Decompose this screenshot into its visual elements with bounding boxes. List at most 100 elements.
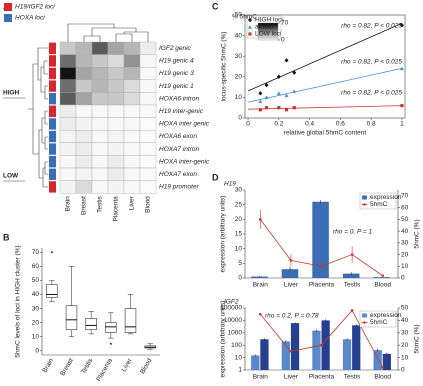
axis-line [41,248,160,356]
heatmap-cell [59,66,77,80]
y-tick-label: 5 [238,260,242,267]
heatmap-cell [59,129,77,143]
legend-label: HOXA loci [15,15,45,22]
heatmap-cell [59,142,77,156]
row-label: HOXA6 exon [159,133,197,140]
heatmap-cell [139,155,157,169]
heatmap-cell [107,129,125,143]
x-tick-label: Testis [80,357,95,376]
x-tick-label: Brain [253,374,269,381]
point [258,108,262,112]
y-tick-label: 50 [235,12,243,19]
legend-label: expression [370,312,402,319]
y-tick-label: 40 [235,32,243,39]
x-tick-label: Testis [344,374,361,381]
point [289,350,293,353]
legend-box [246,15,282,39]
heatmap-cell [123,54,141,68]
y2-tick-label: 30 [401,240,409,247]
heatmap-cell [107,92,125,106]
x-tick-label: 0.6 [336,121,345,128]
x-tick-label: 0.4 [305,121,314,128]
x-tick-label: Testis [344,282,361,289]
heatmap-cell [139,41,157,55]
chart-title: IGF2 [224,299,239,306]
heatmap-cell [91,79,109,93]
heatmap-cell [139,129,157,143]
row-group-marker [49,80,56,92]
row-group-marker [49,168,56,180]
y2-tick-label: 50 [401,305,409,312]
legend-label: 5hmC [370,201,388,208]
column-dendrogram [67,23,149,42]
box [85,318,97,330]
legend-label: HIGH loci [255,17,283,24]
heatmap-cell [107,142,125,156]
heatmap-cell [75,167,93,181]
heatmap-cell [91,54,109,68]
heatmap-cell [91,167,109,181]
heatmap-cell [91,92,109,106]
bar [312,330,321,370]
box [65,305,78,330]
point [292,70,297,75]
bar [260,339,269,370]
bar [281,341,290,370]
column-label: Testis [97,195,104,212]
heatmap-cell [75,104,93,118]
bar [373,350,382,370]
y-tick-label: 25 [235,201,243,208]
heatmap-cell [59,104,77,118]
y2-tick-label: 70 [401,193,409,200]
box [105,322,117,333]
y-tick-label: 10 [235,245,243,252]
heatmap-cell [91,104,109,118]
point [292,106,296,110]
heatmap-cell [91,142,109,156]
y-tick-label: 0 [238,275,242,282]
heatmap-cell [123,79,141,93]
bar [342,339,352,370]
heatmap-cell [107,54,125,68]
colorbar-tick-label: 70 [281,20,289,27]
heatmap-cell [139,66,157,80]
heatmap-cell [107,104,125,118]
annotation: rho = 0.82, P < 0.025 [341,59,402,66]
heatmap-cell [75,155,93,169]
point [276,74,281,79]
x-tick-label: 0.2 [274,121,283,128]
heatmap-cell [75,54,93,68]
legend-label: 5hmC [370,319,388,326]
y2-tick-label: 30 [401,330,409,337]
legend-label: all loci [255,24,273,31]
heatmap-cell [59,54,77,68]
bar [373,277,391,278]
heatmap-cell [59,79,77,93]
y-tick-label: 20 [32,319,40,326]
row-label: H19 promoter [159,184,200,191]
heatmap-cell [123,129,141,143]
row-label: H19 genic 1 [159,83,194,90]
colorbar [257,22,279,41]
y2-tick-label: 20 [401,342,409,349]
y-tick-label: 20 [235,74,243,81]
column-label: Blood [145,196,152,213]
y-tick-label: 10 [32,333,40,340]
row-group-marker [49,156,56,168]
point [350,309,354,312]
heatmap-cell [107,180,125,194]
heatmap-cell [123,180,141,194]
x-tick-label: Blood [139,357,154,375]
y-tick-label: 1000 [228,330,243,337]
x-tick-label: Placenta [95,357,114,383]
annotation: rho = 0, P = 1 [333,229,373,236]
point [320,343,323,347]
y2-axis-label: 5hmC (%) [414,324,421,353]
point [258,91,263,96]
bar [251,276,268,278]
plot-frame [244,14,406,119]
y2-tick-label: 0 [401,275,405,282]
bar [342,273,360,278]
outlier [50,251,53,254]
y2-tick-label: 60 [401,204,409,211]
